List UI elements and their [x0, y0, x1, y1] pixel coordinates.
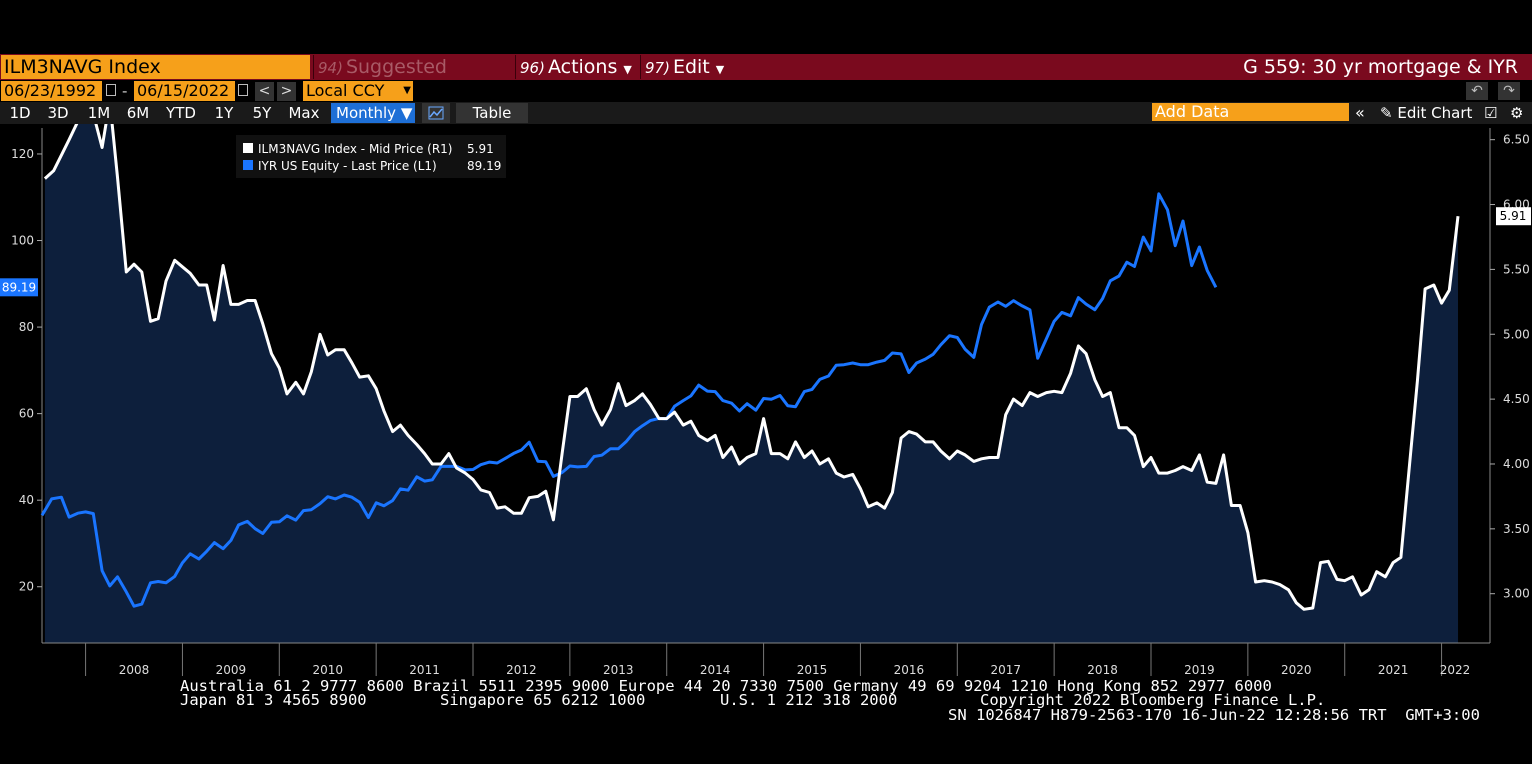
footer-japan: Japan 81 3 4565 8900	[180, 691, 367, 709]
actions-number: 96)	[520, 59, 545, 77]
series-line-iyr	[40, 192, 1218, 608]
right-tick-label: 5.00	[1503, 327, 1530, 341]
table-button[interactable]: Table	[456, 103, 528, 123]
legend-value-iyr: 89.19	[467, 159, 501, 173]
start-date-field[interactable]: 06/23/1992	[1, 81, 102, 101]
right-tick-label: 3.00	[1503, 587, 1530, 601]
legend-box	[236, 135, 506, 178]
footer-contacts: Australia 61 2 9777 8600 Brazil 5511 239…	[180, 677, 1272, 695]
chevron-down-icon: ▼	[403, 85, 411, 96]
chevron-down-icon: ▼	[400, 104, 413, 122]
x-tick-label: 2017	[990, 663, 1021, 677]
chart: 20 40 60 80 100 120 3.00 3.50 4.00 4.50 5.00 5.50 6.…	[0, 124, 1531, 677]
x-tick-label: 2015	[797, 663, 828, 677]
period-6m[interactable]: 6M	[126, 104, 150, 122]
x-tick-label: 2019	[1184, 663, 1215, 677]
x-tick-label: 2010	[312, 663, 343, 677]
undo-icon[interactable]: ↶	[1466, 82, 1488, 100]
footer-session: SN 1026847 H879-2563-170 16-Jun-22 12:28…	[948, 706, 1480, 724]
last-value-right-bg	[1496, 207, 1531, 226]
x-tick-label: 2013	[603, 663, 634, 677]
last-value-left: 89.19	[2, 280, 36, 294]
line-chart-glyph	[428, 106, 444, 120]
edit-settings-icon[interactable]: ☑	[1484, 104, 1498, 122]
end-date-field[interactable]: 06/15/2022	[134, 81, 235, 101]
last-value-left-bg	[0, 278, 38, 297]
next-button[interactable]: >	[277, 82, 296, 101]
frequency-select[interactable]: Monthly ▼	[331, 103, 415, 123]
chevron-down-icon: ▼	[623, 63, 632, 76]
legend-swatch-iyr	[243, 160, 253, 170]
period-ytd[interactable]: YTD	[166, 104, 196, 122]
redo-icon[interactable]: ↷	[1498, 82, 1520, 100]
right-tick-label: 4.50	[1503, 392, 1530, 406]
legend-label-iyr: IYR US Equity - Last Price (L1)	[258, 159, 437, 173]
footer-us: U.S. 1 212 318 2000	[720, 691, 898, 709]
period-1y[interactable]: 1Y	[214, 104, 234, 122]
x-tick-label: 2012	[506, 663, 537, 677]
line-layer	[40, 124, 1460, 611]
x-tick-label: 2020	[1281, 663, 1312, 677]
pencil-icon: ✎	[1380, 104, 1393, 122]
x-tick-label: 2009	[216, 663, 247, 677]
left-tick-label: 80	[19, 320, 34, 334]
collapse-icon[interactable]: «	[1355, 103, 1365, 122]
x-tick-label: 2021	[1378, 663, 1409, 677]
period-max[interactable]: Max	[288, 104, 320, 122]
period-1m[interactable]: 1M	[87, 104, 111, 122]
prev-button[interactable]: <	[255, 82, 274, 101]
x-tick-label: 2008	[119, 663, 150, 677]
suggested-charts-menu[interactable]: 94)Suggested Charts	[313, 55, 513, 103]
date-separator: -	[122, 82, 128, 100]
last-value-right: 5.91	[1500, 209, 1527, 223]
left-tick-label: 60	[19, 407, 34, 421]
calendar-icon[interactable]	[238, 84, 248, 96]
right-tick-label: 5.50	[1503, 262, 1530, 276]
line-chart-icon[interactable]	[422, 103, 450, 123]
edit-label: Edit	[672, 56, 710, 78]
x-tick-label: 2011	[409, 663, 440, 677]
x-tick-label: 2014	[700, 663, 731, 677]
chart-title: G 559: 30 yr mortgage & IYR	[1243, 56, 1518, 78]
footer-copyright: Copyright 2022 Bloomberg Finance L.P.	[980, 691, 1326, 709]
legend-value-ilm3navg: 5.91	[467, 142, 494, 156]
calendar-icon[interactable]	[106, 84, 116, 96]
edit-menu[interactable]: 97) Edit ▼	[640, 55, 732, 79]
fill-layer	[44, 124, 1459, 643]
series-line-ilm3navg	[43, 124, 1460, 611]
right-tick-label: 4.00	[1503, 457, 1530, 471]
edit-chart-label: Edit Chart	[1397, 104, 1473, 122]
right-tick-label: 3.50	[1503, 522, 1530, 536]
actions-label: Actions	[547, 56, 618, 78]
legend-label-ilm3navg: ILM3NAVG Index - Mid Price (R1)	[258, 142, 453, 156]
legend-swatch-ilm3navg	[243, 143, 253, 153]
ticker-field[interactable]: ILM3NAVG Index	[1, 55, 310, 79]
frequency-label: Monthly	[336, 104, 397, 122]
left-tick-label: 40	[19, 493, 34, 507]
currency-select[interactable]: Local CCY ▼	[303, 81, 413, 101]
period-5y[interactable]: 5Y	[252, 104, 272, 122]
edit-number: 97)	[645, 59, 670, 77]
gear-icon[interactable]: ⚙	[1510, 104, 1524, 122]
left-tick-label: 120	[11, 147, 34, 161]
x-tick-label: 2022	[1440, 663, 1471, 677]
x-tick-label: 2016	[894, 663, 925, 677]
area-fill	[44, 124, 1459, 643]
left-tick-label: 100	[11, 234, 34, 248]
add-data-input[interactable]: Add Data	[1152, 103, 1349, 121]
edit-chart-button[interactable]: ✎ Edit Chart	[1380, 103, 1472, 123]
period-1d[interactable]: 1D	[9, 104, 31, 122]
left-tick-label: 20	[19, 580, 34, 594]
actions-menu[interactable]: 96) Actions ▼	[515, 55, 637, 79]
footer-singapore: Singapore 65 6212 1000	[440, 691, 646, 709]
x-tick-label: 2018	[1087, 663, 1118, 677]
legend: ILM3NAVG Index - Mid Price (R1) 5.91 IYR…	[236, 135, 506, 178]
chevron-down-icon: ▼	[715, 63, 725, 76]
period-3d[interactable]: 3D	[47, 104, 69, 122]
suggested-number: 94)	[318, 59, 343, 77]
axes-layer: 20 40 60 80 100 120 3.00 3.50 4.00 4.50 5.00 5.50 6.…	[11, 128, 1530, 677]
currency-label: Local CCY	[306, 81, 385, 100]
right-tick-label: 6.50	[1503, 133, 1530, 147]
labels-layer: 89.19 5.91	[0, 207, 1531, 297]
